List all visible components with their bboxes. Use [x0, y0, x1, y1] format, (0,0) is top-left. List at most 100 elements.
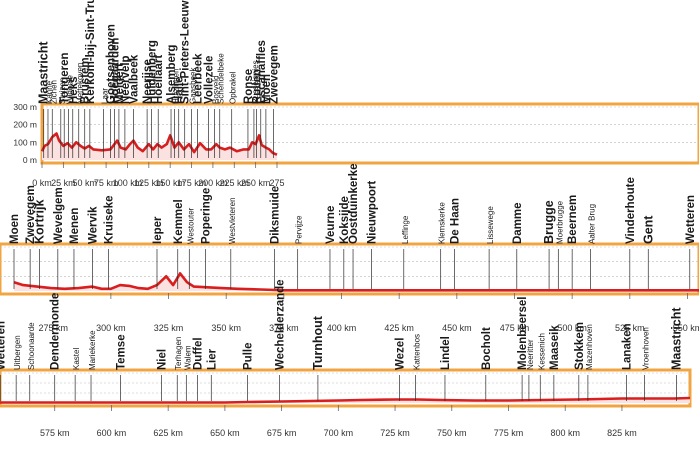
town-label: Hoegaarden	[110, 38, 122, 104]
town-label: Halle	[174, 77, 186, 105]
altitude-tick-label: 100 m	[13, 137, 37, 147]
town-label: Ronse	[243, 69, 255, 104]
town-label: Bocholt	[481, 327, 493, 370]
town-label: Brugge	[542, 200, 556, 244]
town-label: Duffel	[193, 337, 205, 370]
town-label: Zwevegem	[25, 185, 37, 244]
town-label: Kemmel	[173, 199, 185, 244]
km-tick-label: 75 km	[94, 178, 119, 188]
town-label: Neeritter	[526, 339, 535, 370]
town-label: Diksmuide	[270, 186, 282, 244]
km-tick-label: 300 km	[96, 323, 126, 333]
town-label: Heks	[68, 77, 80, 105]
town-label: Mazenhoven	[585, 324, 594, 370]
town-label: Damme	[512, 202, 524, 244]
town-label: Bosveld	[212, 76, 221, 104]
town-label: Kattenbos	[413, 334, 422, 370]
elevation-line	[40, 132, 278, 156]
town-label: Schendelbeke	[217, 53, 226, 104]
town-label: Wervik	[87, 206, 99, 244]
town-label: Maaseik	[549, 325, 561, 370]
town-label: Sluizen	[58, 78, 67, 104]
town-label: Koksijde	[339, 196, 351, 244]
town-label: Wechelderzande	[274, 279, 286, 370]
town-label: Rullen	[252, 69, 264, 104]
town-label: Nieuwpoort	[367, 181, 379, 244]
town-label: Huldenberg	[146, 40, 158, 104]
km-tick-label: 275	[269, 178, 284, 188]
km-tick-label: 550 km	[673, 323, 699, 333]
km-tick-label: 425 km	[384, 323, 414, 333]
elevation-line	[0, 396, 691, 404]
town-label: Zwevegem	[269, 45, 281, 104]
town-label: Moen	[261, 74, 273, 104]
town-label: Walem	[183, 345, 192, 370]
town-label: Wezel	[395, 338, 407, 370]
profile-panel-3: 575 km 600 km 625 km 650 km 675 km 700 km 725 …	[0, 279, 692, 438]
km-tick-label: 275 km	[38, 323, 68, 333]
town-label: Alsemberg	[166, 45, 178, 104]
km-tick-label: 675 km	[267, 428, 297, 438]
km-tick-label: 125 km	[134, 178, 164, 188]
town-label: Uitbergen	[13, 335, 22, 370]
km-tick-label: 600 km	[97, 428, 127, 438]
town-label: Opbrakel	[229, 71, 238, 104]
town-label: Escanaffles	[256, 40, 268, 104]
town-label: Leerbeek	[193, 53, 205, 104]
altitude-tick-label: 300 m	[13, 102, 37, 112]
town-label: Zichen	[49, 80, 58, 104]
town-label: Stokkem	[574, 322, 586, 370]
elevation-area	[14, 273, 699, 291]
km-tick-label: 400 km	[327, 323, 357, 333]
km-tick-label: 350 km	[211, 323, 241, 333]
km-tick-label: 100 km	[113, 178, 143, 188]
km-tick-label: 500 km	[557, 323, 587, 333]
town-label: Vroenhoven	[642, 327, 651, 370]
town-label: Lier	[206, 348, 218, 370]
town-label: Schoonaarde	[27, 322, 36, 370]
town-label: Moerbrugge	[555, 200, 564, 244]
town-label: Gaasbeek	[189, 67, 198, 104]
town-label: Dendermonde	[50, 293, 62, 370]
town-label: Wetteren	[0, 321, 7, 370]
km-tick-label: 650 km	[210, 428, 240, 438]
town-label: Vinderhoute	[625, 177, 637, 244]
panel-frame	[0, 242, 699, 296]
altitude-tick-label: 0 m	[23, 155, 37, 165]
km-tick-label: 175 km	[177, 178, 207, 188]
km-tick-label: 725 km	[380, 428, 410, 438]
town-label: Vaalbeek	[128, 54, 140, 104]
km-tick-label: 450 km	[442, 323, 472, 333]
km-tick-label: 825 km	[607, 428, 637, 438]
town-label: Huizingen	[172, 68, 181, 104]
town-label: Goetsenhoven	[105, 24, 117, 104]
town-label: Wevelgem	[53, 187, 65, 244]
town-label: Kortrijk	[32, 200, 46, 245]
town-label: Lanaken	[622, 323, 634, 370]
town-label: Kerkom-bij-Sint-Truiden	[85, 0, 97, 104]
town-label: De Haan	[450, 198, 462, 244]
km-tick-label: 800 km	[550, 428, 580, 438]
town-label: Russeignies	[251, 60, 260, 104]
town-label: Neervelp	[120, 55, 132, 104]
town-label: Kessenich	[537, 333, 546, 370]
town-label: Maastricht	[37, 41, 51, 104]
town-label: Westvleteren	[228, 197, 237, 244]
km-tick-label: 325 km	[154, 323, 184, 333]
town-label: Hoeilaart	[153, 55, 165, 104]
town-label: Widooie	[66, 75, 75, 104]
town-label: Neerijse	[142, 59, 154, 104]
altitude-tick-label: 200 m	[13, 120, 37, 130]
km-tick-label: 200 km	[198, 178, 228, 188]
town-label: Veurne	[325, 206, 337, 244]
km-tick-label: 575 km	[40, 428, 70, 438]
town-label: Tongeren	[59, 52, 71, 104]
town-label: Beernem	[567, 195, 579, 244]
town-label: Niel	[156, 349, 168, 370]
km-tick-label: 700 km	[324, 428, 354, 438]
km-tick-label: 525 km	[615, 323, 645, 333]
km-tick-label: 475 km	[500, 323, 530, 333]
town-label: Maastricht	[669, 307, 683, 370]
km-tick-label: 50 km	[72, 178, 97, 188]
